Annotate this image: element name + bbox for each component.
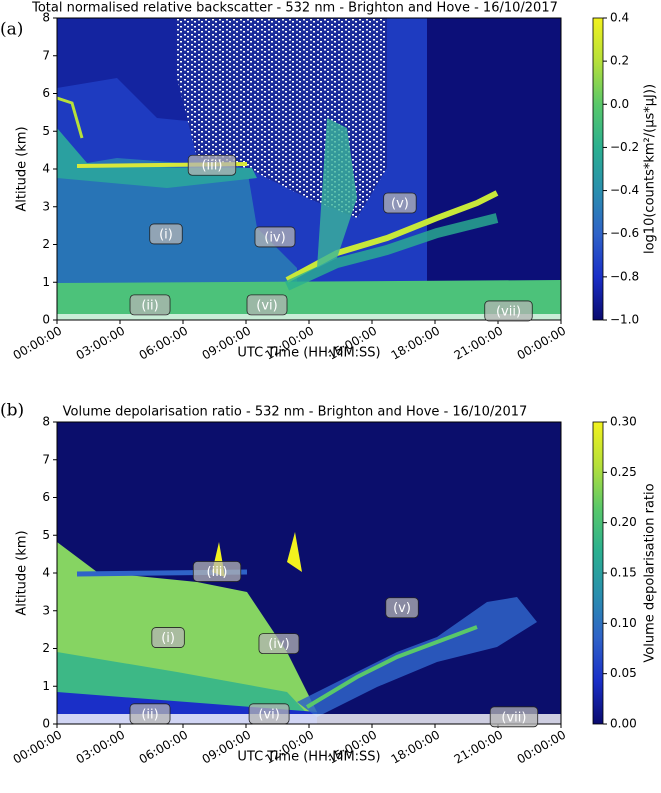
y-tick-label: 2 <box>42 237 50 251</box>
colorbar <box>592 17 604 321</box>
annotation-label: (iii) <box>201 159 222 174</box>
y-axis-label: Altitude (km) <box>15 530 30 615</box>
x-tick-label: 18:00:00 <box>389 728 443 767</box>
y-tick-label: 6 <box>42 490 50 504</box>
annotation-box <box>484 300 533 322</box>
x-tick-label: 00:00:00 <box>11 324 65 363</box>
annotation-box <box>248 703 290 725</box>
annotation-label: (iii) <box>207 565 228 580</box>
x-tick-label: 06:00:00 <box>137 728 191 767</box>
y-tick-label: 0 <box>42 717 50 731</box>
annotation-label: (ii) <box>141 707 158 722</box>
heatmap-image <box>57 18 561 320</box>
annotation-label: (v) <box>391 196 409 211</box>
panel-label: (a) <box>0 20 23 40</box>
annotation-label: (v) <box>393 601 411 616</box>
colorbar-label: Volume depolarisation ratio <box>643 483 658 662</box>
annotation-box <box>246 294 288 316</box>
x-axis-label: UTC Time (HH:MM:SS) <box>237 750 380 765</box>
colorbar <box>592 421 604 725</box>
x-tick-label: 00:00:00 <box>515 728 569 767</box>
annotation-label: (iv) <box>268 637 289 652</box>
annotation-box <box>192 561 242 582</box>
x-tick-label: 03:00:00 <box>74 324 128 363</box>
annotation-label: (ii) <box>141 298 158 313</box>
y-tick-label: 2 <box>42 641 50 655</box>
x-axis-label: UTC Time (HH:MM:SS) <box>237 346 380 361</box>
annotation-box <box>149 223 183 245</box>
annotation-label: (i) <box>159 227 173 242</box>
annotation-box <box>385 597 419 619</box>
annotation-box <box>383 192 417 214</box>
y-axis-label: Altitude (km) <box>15 126 30 211</box>
annotation-box <box>129 294 171 316</box>
y-tick-label: 3 <box>42 603 50 617</box>
annotation-label: (vii) <box>496 304 521 319</box>
annotation-label: (vi) <box>258 707 279 722</box>
annotation-box <box>129 703 171 725</box>
colorbar-tick-label: 0.4 <box>610 11 629 25</box>
y-tick-label: 8 <box>42 11 50 25</box>
colorbar-tick-label: 0.05 <box>610 666 637 680</box>
x-tick-label: 03:00:00 <box>74 728 128 767</box>
annotation-label: (vi) <box>256 298 277 313</box>
annotation-label: (iv) <box>264 230 285 245</box>
x-tick-label: 21:00:00 <box>452 728 506 767</box>
x-tick-label: 00:00:00 <box>515 324 569 363</box>
x-tick-label: 06:00:00 <box>137 324 191 363</box>
y-tick-label: 6 <box>42 86 50 100</box>
colorbar-tick-label: 0.10 <box>610 616 637 630</box>
y-tick-label: 5 <box>42 124 50 138</box>
colorbar-tick-label: −0.2 <box>610 140 639 154</box>
x-tick-label: 18:00:00 <box>389 324 443 363</box>
y-tick-label: 7 <box>42 452 50 466</box>
y-tick-label: 4 <box>42 162 50 176</box>
x-tick-label: 21:00:00 <box>452 324 506 363</box>
annotation-box <box>254 226 296 248</box>
colorbar-tick-label: −0.8 <box>610 269 639 283</box>
colorbar-tick-label: 0.0 <box>610 97 629 111</box>
heatmap-image <box>57 422 561 724</box>
panel-label: (b) <box>0 401 24 421</box>
y-tick-label: 7 <box>42 48 50 62</box>
y-tick-label: 1 <box>42 275 50 289</box>
x-tick-label: 00:00:00 <box>11 728 65 767</box>
colorbar-tick-label: 0.15 <box>610 566 637 580</box>
colorbar-tick-label: 0.30 <box>610 415 637 429</box>
y-tick-label: 0 <box>42 313 50 327</box>
colorbar-tick-label: 0.25 <box>610 465 637 479</box>
colorbar-label: log10(counts*km²/(μs*μJ)) <box>643 84 658 254</box>
annotation-box <box>489 706 539 728</box>
colorbar-tick-label: −0.4 <box>610 183 639 197</box>
annotation-box <box>258 633 300 654</box>
annotation-box <box>187 154 237 176</box>
colorbar-tick-label: 0.2 <box>610 54 629 68</box>
annotation-box <box>151 627 185 648</box>
colorbar-tick-label: 0.20 <box>610 515 637 529</box>
y-tick-label: 3 <box>42 199 50 213</box>
annotation-label: (vii) <box>501 710 526 725</box>
y-tick-label: 8 <box>42 415 50 429</box>
chart-title: Total normalised relative backscatter - … <box>31 1 558 16</box>
y-tick-label: 5 <box>42 528 50 542</box>
annotation-label: (i) <box>161 631 175 646</box>
chart-title: Volume depolarisation ratio - 532 nm - B… <box>63 405 528 420</box>
colorbar-tick-label: 0.00 <box>610 717 637 731</box>
y-tick-label: 1 <box>42 679 50 693</box>
y-tick-label: 4 <box>42 566 50 580</box>
colorbar-tick-label: −1.0 <box>610 313 639 327</box>
colorbar-tick-label: −0.6 <box>610 226 639 240</box>
